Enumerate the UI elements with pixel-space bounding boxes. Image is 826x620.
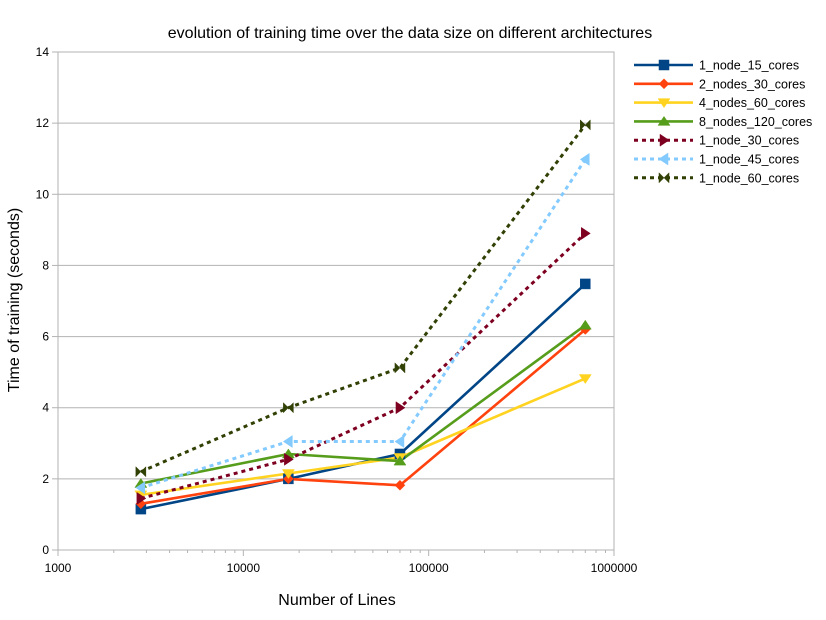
y-axis-ticks: 0 2 4 6 8 10 12 14	[36, 45, 58, 557]
legend-label: 1_node_30_cores	[699, 134, 799, 148]
y-tick-label: 8	[42, 258, 49, 272]
legend-label: 1_node_60_cores	[699, 171, 799, 185]
series-line-8_nodes_120_cores	[140, 324, 587, 485]
legend-marker-1_node_30_cores	[659, 133, 670, 147]
y-tick-label: 4	[42, 401, 49, 415]
data-point-1_node_30_cores	[136, 491, 147, 505]
grid-lines	[58, 51, 614, 551]
legend-marker-1_node_15_cores	[658, 59, 670, 71]
x-axis-ticks: 1000 10000 100000 1000000	[45, 550, 638, 575]
legend-label: 1_node_45_cores	[699, 153, 799, 167]
data-point-1_node_30_cores	[395, 401, 406, 415]
legend-label: 2_nodes_30_cores	[699, 77, 805, 91]
x-tick-label: 1000000	[591, 561, 638, 575]
legend-marker-1_node_60_cores	[658, 172, 670, 184]
series-line-1_node_45_cores	[140, 158, 587, 490]
data-point-1_node_60_cores	[283, 402, 294, 414]
x-tick-label: 100000	[409, 561, 449, 575]
y-tick-label: 6	[42, 330, 49, 344]
data-point-1_node_30_cores	[284, 452, 294, 466]
y-tick-label: 14	[36, 45, 50, 59]
data-point-1_node_30_cores	[581, 226, 591, 240]
series-line-4_nodes_60_cores	[140, 377, 586, 497]
data-point-2_nodes_30_cores	[394, 479, 406, 491]
x-tick-label: 1000	[45, 561, 72, 575]
series-lines	[140, 123, 587, 511]
y-tick-label: 12	[36, 116, 50, 130]
data-point-1_node_60_cores	[580, 119, 591, 131]
x-tick-label: 10000	[227, 561, 261, 575]
data-point-1_node_45_cores	[579, 152, 590, 166]
data-point-8_nodes_120_cores	[393, 455, 407, 466]
legend-marker-1_node_45_cores	[658, 152, 669, 166]
legend-label: 1_node_15_cores	[699, 59, 799, 73]
series-line-1_node_30_cores	[140, 232, 587, 500]
data-point-1_node_60_cores	[135, 466, 147, 478]
data-point-4_nodes_60_cores	[578, 374, 592, 384]
data-point-4_nodes_60_cores	[281, 469, 295, 479]
series-line-2_nodes_30_cores	[140, 328, 587, 506]
chart-title: evolution of training time over the data…	[168, 25, 652, 42]
plot-area-border	[57, 51, 615, 551]
legend-marker-4_nodes_60_cores	[657, 98, 671, 109]
y-tick-label: 10	[36, 187, 50, 201]
data-point-1_node_45_cores	[282, 435, 293, 448]
y-tick-label: 2	[42, 472, 49, 486]
legend-label: 4_nodes_60_cores	[699, 96, 805, 110]
plot-frame	[57, 51, 615, 551]
series-line-1_node_60_cores	[140, 123, 587, 474]
data-point-1_node_45_cores	[135, 481, 146, 495]
y-axis-label: Time of training (seconds)	[6, 208, 23, 392]
series-markers	[134, 119, 592, 515]
y-tick-label: 0	[42, 543, 49, 557]
series-line-1_node_15_cores	[140, 282, 587, 511]
legend: 1_node_15_cores 2_nodes_30_cores 4_nodes_6…	[634, 59, 812, 185]
legend-label: 8_nodes_120_cores	[699, 115, 812, 129]
data-point-1_node_60_cores	[394, 362, 406, 374]
data-point-1_node_45_cores	[394, 435, 405, 448]
x-axis-label: Number of Lines	[278, 592, 395, 609]
legend-marker-2_nodes_30_cores	[658, 78, 670, 90]
legend-marker-8_nodes_120_cores	[657, 115, 671, 126]
data-point-1_node_15_cores	[580, 278, 591, 290]
data-point-8_nodes_120_cores	[578, 319, 592, 330]
